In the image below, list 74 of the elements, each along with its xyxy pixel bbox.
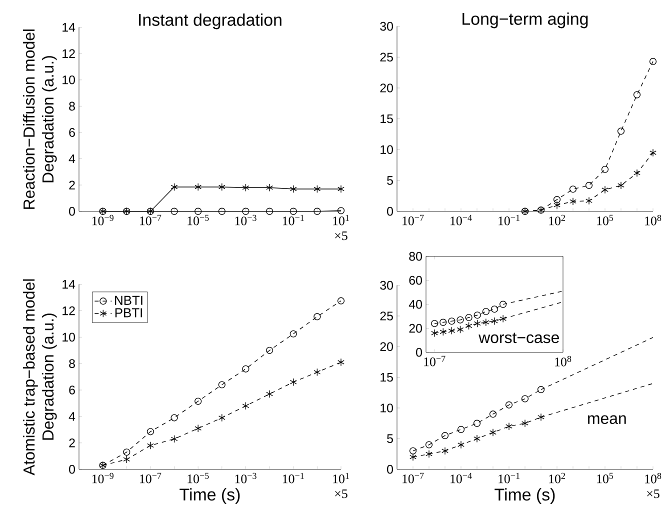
y-tick-label: 0 [416,348,422,357]
text: ×5 [647,489,660,498]
x-tick-label: 10$^{1}$ [333,472,349,484]
x-tick-label: 10$^{−1}$ [498,472,520,484]
y-tick-label: 2 [69,180,75,190]
y-tick-label: 10 [62,75,75,84]
y-tick-label: 12 [62,49,75,58]
legend-label: NBTI [115,296,142,305]
y-tick-label: 4 [68,154,76,163]
y-tick-label: 6 [69,385,75,394]
y-tick-label: 10 [380,145,393,154]
y-tick-label: 25 [380,311,393,320]
x-tick-label: 10$^{−7}$ [140,214,162,226]
x-axis-title: Time (s) [180,488,240,504]
y-tick-label: 10 [62,332,75,342]
x-tick-label: 10$^{−9}$ [92,214,114,226]
x-tick-label: 10$^{−3}$ [235,214,256,226]
y-tick-label: 40 [408,300,422,309]
y-tick-label: 5 [387,434,393,443]
y-tick-label: 14 [62,22,76,32]
x-tick-label: 10$^{−5}$ [188,214,209,226]
y-tick-label: 0 [387,464,393,474]
y-tick-label: 6 [69,128,75,137]
x-tick-label: 10$^{8}$ [645,214,662,226]
x-tick-label: 10$^{2}$ [549,472,565,484]
x-tick-label: 10$^{8}$ [645,472,662,484]
y-tick-label: 5 [387,176,393,185]
x-tick-label: 10$^{−5}$ [188,472,209,484]
x-tick-label: 10$^{2}$ [549,214,565,226]
x-tick-label: 10$^{−4}$ [450,214,472,226]
y-tick-label: 15 [380,372,393,382]
y-tick-label: 4 [68,412,76,421]
annotation: mean [588,415,626,424]
x-tick-label: 10$^{−7}$ [402,214,424,226]
y-tick-label: 10 [380,403,393,412]
x-tick-label: 10$^{8}$ [555,356,572,366]
y-tick-label: 15 [380,114,393,124]
y-tick-label: 25 [380,52,393,62]
x-axis-title: Time (s) [494,488,555,504]
y-tick-label: 0 [387,206,393,216]
legend-label: PBTI [115,308,142,318]
x-tick-label: 10$^{−1}$ [498,214,520,226]
x-tick-label: 10$^{−4}$ [450,472,472,484]
y-tick-label: 12 [62,306,75,315]
y-tick-label: 8 [69,359,75,368]
y-tick-label: 20 [380,342,393,351]
y-axis-title: Atomistic trap−based model Degradation (a.u.) [23,279,57,476]
x-tick-label: 10$^{5}$ [597,472,614,484]
y-tick-label: 80 [409,252,422,261]
x-tick-label: 10$^{5}$ [597,214,614,226]
x-tick-label: 10$^{−1}$ [282,472,304,484]
y-tick-label: 14 [62,280,76,288]
y-axis-title: Reaction−Diffusion model Degradation (a.u.) [23,29,57,209]
y-tick-label: 0 [69,206,75,216]
x-tick-label: 10$^{−7}$ [140,472,162,484]
chart-title: Long−term aging [462,12,588,28]
y-tick-label: 30 [380,280,393,290]
y-tick-label: 60 [409,276,422,285]
x-tick-label: 10$^{−7}$ [402,472,424,484]
x-tick-label: 10$^{−3}$ [235,472,256,484]
y-tick-label: 8 [69,102,75,110]
text: ×5 [335,489,348,498]
y-tick-label: 30 [380,22,393,31]
x-tick-label: 10$^{1}$ [333,214,349,226]
chart-title: Instant degradation [139,13,282,30]
y-tick-label: 20 [380,83,393,92]
y-tick-label: 20 [409,324,422,333]
y-tick-label: 2 [69,438,75,448]
x-tick-label: 10$^{−1}$ [282,214,304,226]
y-tick-label: 0 [69,464,75,474]
x-tick-label: 10$^{−7}$ [424,356,446,366]
annotation: worst−case [478,332,559,343]
x-tick-label: 10$^{−9}$ [92,472,114,484]
text: ×5 [335,231,348,240]
